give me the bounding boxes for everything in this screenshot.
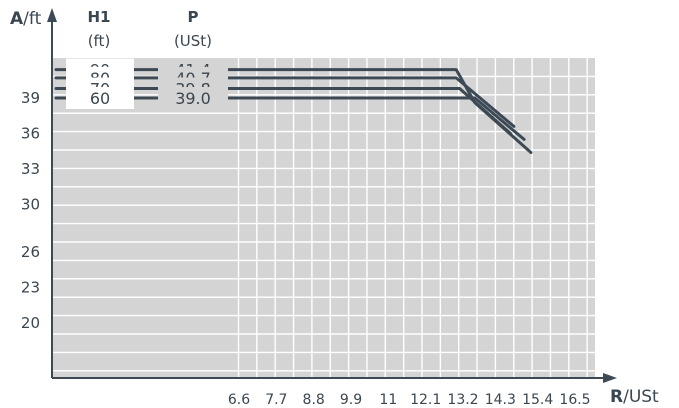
series: 9041.48040.77039.86039.0 [54, 58, 533, 154]
y-tick-label: 26 [21, 243, 40, 261]
y-tick-label: 30 [21, 196, 40, 214]
p-value: 39.0 [175, 89, 211, 108]
y-tick-label: 39 [21, 89, 40, 107]
header-p-unit: (USt) [174, 32, 212, 50]
grid-background [53, 58, 595, 377]
y-tick-label: 23 [21, 278, 40, 296]
y-tick-label: 33 [21, 160, 40, 178]
x-tick-label: 11 [379, 392, 397, 408]
h1-value: 60 [90, 89, 110, 108]
series-h1-60: 60 39.0 [54, 87, 526, 141]
h1-value-box [66, 87, 134, 109]
x-tick-label: 16.5 [559, 392, 590, 408]
x-tick-labels: 6.6 7.7 8.8 9.9 11 12.1 13.2 14.3 15.4 16.5 [228, 392, 591, 408]
x-axis-arrow [603, 373, 617, 383]
y-axis-arrow [47, 8, 57, 22]
y-tick-labels: 20 23 26 30 33 36 39 [21, 89, 40, 332]
axes [47, 8, 617, 383]
x-tick-label: 7.7 [265, 392, 287, 408]
header-h1-title: H1 [88, 8, 111, 26]
header-h1-unit: (ft) [88, 32, 111, 50]
y-tick-label: 20 [21, 314, 40, 332]
header-p-title: P [188, 8, 199, 26]
x-tick-label: 6.6 [228, 392, 250, 408]
x-tick-label: 8.8 [303, 392, 325, 408]
p-value-box [158, 87, 228, 109]
y-tick-label: 36 [21, 125, 40, 143]
x-tick-label: 14.3 [485, 392, 516, 408]
x-tick-label: 12.1 [410, 392, 441, 408]
x-tick-label: 15.4 [522, 392, 553, 408]
y-axis-label: A/ft [10, 9, 42, 29]
x-tick-label: 13.2 [447, 392, 478, 408]
x-axis-label: R/USt [610, 387, 659, 407]
x-tick-label: 9.9 [340, 392, 362, 408]
grid [53, 58, 595, 377]
